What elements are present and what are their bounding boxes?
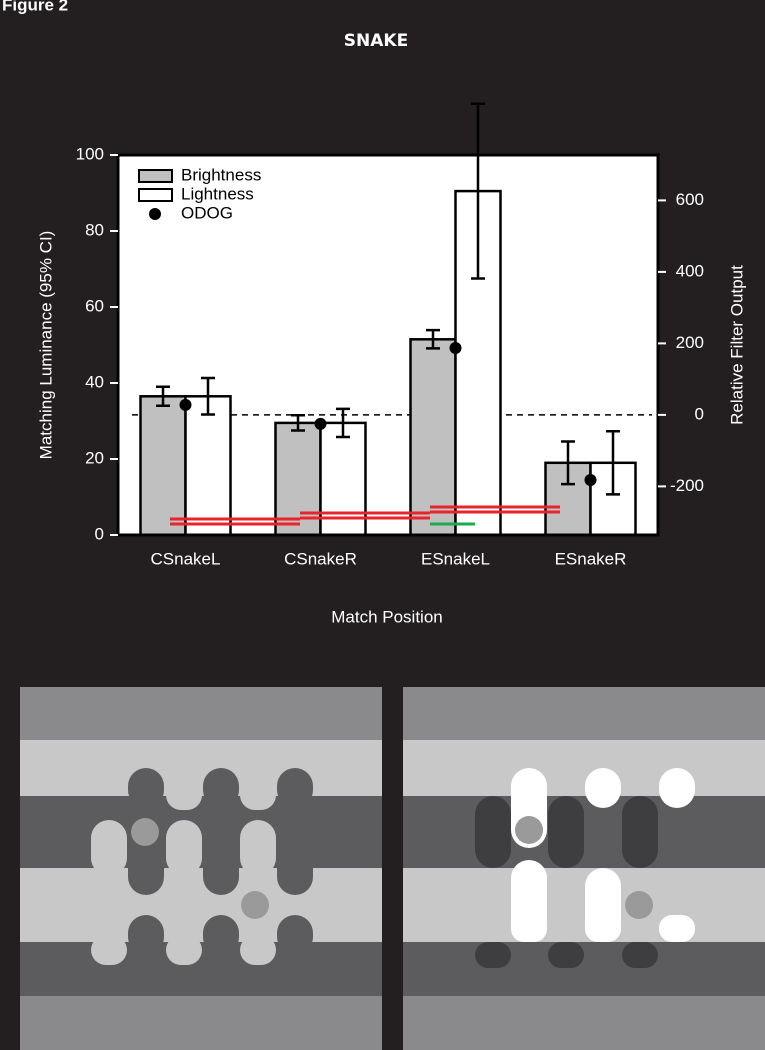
y-tick-label: 0 bbox=[95, 524, 104, 543]
y2-tick-label: 400 bbox=[676, 261, 704, 280]
x-tick-label: ESnakeR bbox=[555, 549, 627, 568]
x-tick-label: ESnakeL bbox=[421, 549, 490, 568]
y-tick-label: 60 bbox=[85, 296, 104, 315]
error-bar bbox=[561, 440, 575, 486]
bar bbox=[274, 421, 322, 537]
y-tick-label: 80 bbox=[85, 220, 104, 239]
point bbox=[314, 417, 327, 430]
error-bar bbox=[471, 102, 485, 280]
point bbox=[449, 342, 462, 355]
error-bar bbox=[606, 430, 620, 496]
y2-tick-label: -200 bbox=[670, 476, 704, 495]
y-tick-label: 20 bbox=[85, 448, 104, 467]
chart-title: SNAKE bbox=[344, 31, 408, 51]
stimulus-right bbox=[403, 687, 765, 1050]
y2-tick-label: 600 bbox=[676, 190, 704, 209]
error-bar bbox=[426, 328, 440, 350]
plot bbox=[132, 102, 652, 537]
x-axis-label: Match Position bbox=[331, 607, 443, 626]
bar bbox=[184, 395, 232, 537]
x-tick-label: CSnakeL bbox=[151, 549, 221, 568]
legend-swatch bbox=[138, 169, 173, 183]
plot-frame bbox=[116, 153, 660, 537]
bar bbox=[319, 421, 367, 537]
y-axis-label: Matching Luminance (95% CI) bbox=[36, 231, 55, 460]
error-bar bbox=[201, 376, 215, 416]
figure-label: Figure 2 bbox=[2, 0, 68, 14]
error-bar bbox=[291, 414, 305, 432]
legend-marker bbox=[149, 208, 161, 220]
error-bar bbox=[156, 385, 170, 408]
y2-axis-label: Relative Filter Output bbox=[727, 265, 746, 425]
point bbox=[584, 473, 597, 486]
y-tick-label: 100 bbox=[76, 144, 104, 163]
legend-label: Lightness bbox=[181, 184, 254, 203]
stimulus-left bbox=[20, 687, 382, 1050]
y2-tick-label: 0 bbox=[695, 404, 704, 423]
bar bbox=[139, 395, 187, 537]
error-bar bbox=[336, 407, 350, 439]
legend-swatch bbox=[138, 188, 173, 202]
legend-label: ODOG bbox=[181, 203, 233, 222]
x-tick-label: CSnakeR bbox=[284, 549, 357, 568]
significance-lines bbox=[170, 505, 560, 526]
point bbox=[179, 398, 192, 411]
legend-label: Brightness bbox=[181, 165, 261, 184]
y2-tick-label: 200 bbox=[676, 333, 704, 352]
y-tick-label: 40 bbox=[85, 372, 104, 391]
